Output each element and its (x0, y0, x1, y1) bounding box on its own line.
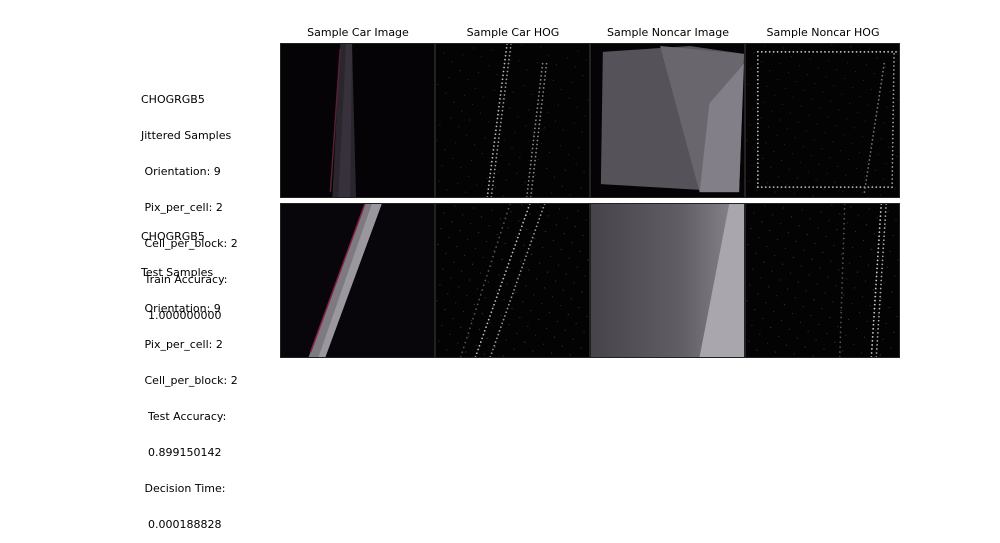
row-line: 0.899150142 (141, 446, 222, 459)
row-line: Test Accuracy: (141, 410, 227, 423)
row-line: 1.000000000 (141, 309, 222, 322)
row-line: Cell_per_block: 2 (141, 237, 238, 250)
row-line: Pix_per_cell: 2 (141, 338, 223, 351)
noncar-image-test (590, 203, 745, 358)
row-line: Jittered Samples (141, 129, 232, 142)
car-image-test (280, 203, 435, 358)
column-title-noncar-hog: Sample Noncar HOG (766, 26, 880, 39)
row-line: Cell_per_block: 2 (141, 374, 238, 387)
car-image-jittered (280, 43, 435, 198)
row-line: Pix_per_cell: 2 (141, 201, 223, 214)
row-line: CHOGRGB5 (141, 230, 205, 243)
row-line: Orientation: 9 (141, 302, 221, 315)
column-title-car-hog: Sample Car HOG (466, 26, 560, 39)
car-hog-test (435, 203, 590, 358)
row-label-jittered: CHOGRGB5 Jittered Samples Orientation: 9… (141, 70, 238, 334)
noncar-image-jittered (590, 43, 745, 198)
row-line: 0.000188828 (141, 518, 222, 531)
noncar-hog-jittered (745, 43, 900, 198)
row-line: CHOGRGB5 (141, 93, 205, 106)
row-line: Orientation: 9 (141, 165, 221, 178)
column-title-car-image: Sample Car Image (307, 26, 409, 39)
car-hog-jittered (435, 43, 590, 198)
noncar-hog-test (745, 203, 900, 358)
row-line: Test Samples (141, 266, 214, 279)
row-label-test: CHOGRGB5 Test Samples Orientation: 9 Pix… (141, 207, 238, 543)
row-line: Decision Time: (141, 482, 226, 495)
column-title-noncar-image: Sample Noncar Image (607, 26, 729, 39)
row-line: Train Accuracy: (141, 273, 228, 286)
